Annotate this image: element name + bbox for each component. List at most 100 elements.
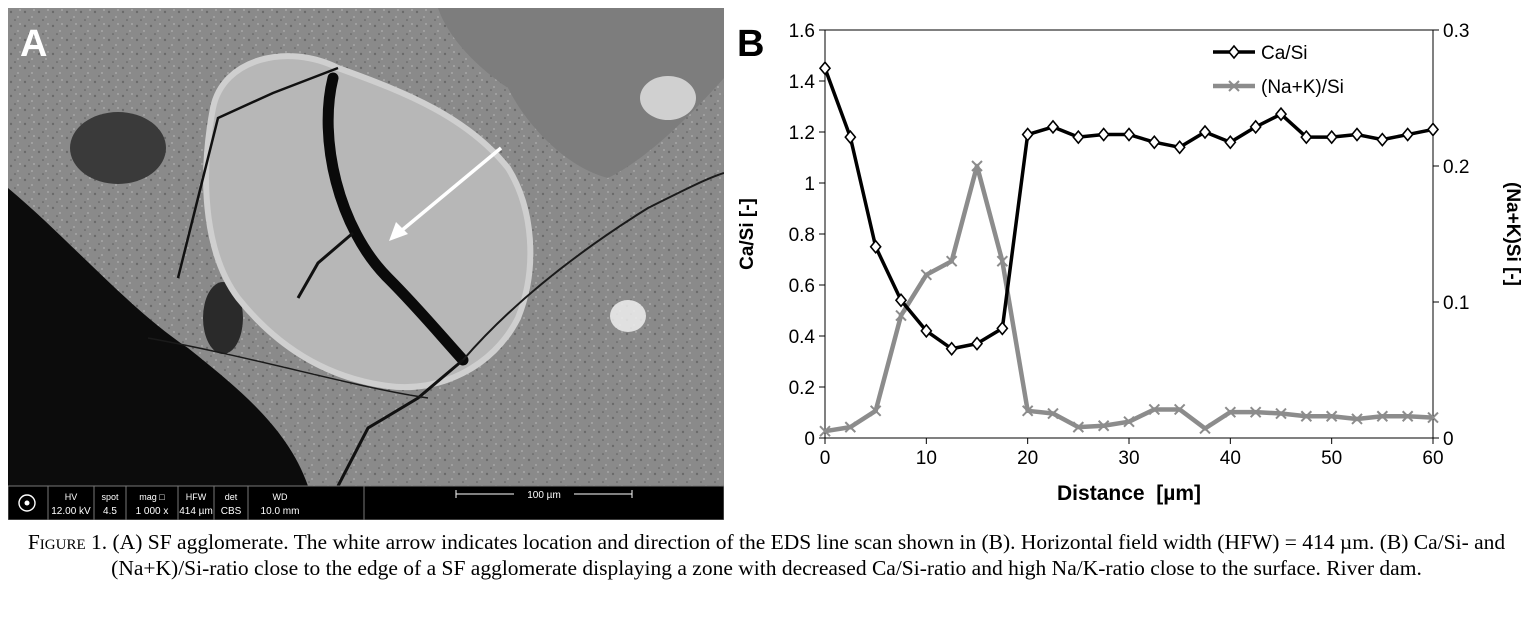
figure-label: Figure 1. bbox=[27, 530, 108, 554]
x-tick-label: 10 bbox=[916, 448, 937, 469]
data-point bbox=[1097, 127, 1110, 142]
panel-b-label: B bbox=[737, 23, 764, 65]
data-point bbox=[1275, 407, 1287, 420]
data-point bbox=[894, 293, 908, 308]
data-point bbox=[1021, 405, 1034, 417]
databar-field-value: 10.0 mm bbox=[261, 506, 300, 517]
data-point bbox=[1300, 129, 1313, 145]
x-tick-label: 30 bbox=[1118, 448, 1139, 469]
data-point bbox=[1072, 421, 1085, 433]
databar-field-name: HV bbox=[65, 492, 78, 502]
databar-field-value: 12.00 kV bbox=[51, 506, 91, 517]
y-tick-label: 0.2 bbox=[789, 378, 815, 399]
y-tick-label: 0.4 bbox=[789, 327, 816, 348]
y2-tick-label: 0.2 bbox=[1443, 157, 1469, 178]
y-tick-label: 0.6 bbox=[789, 276, 815, 297]
data-point bbox=[996, 255, 1009, 267]
data-point bbox=[1401, 410, 1414, 422]
data-point bbox=[920, 323, 933, 339]
data-point bbox=[895, 309, 907, 322]
series-line bbox=[823, 67, 1434, 351]
data-point bbox=[869, 405, 882, 417]
databar-field-value: 414 µm bbox=[179, 506, 213, 517]
databar-field-value: 4.5 bbox=[103, 506, 117, 517]
databar-field-name: det bbox=[225, 492, 238, 502]
legend-marker bbox=[1228, 80, 1240, 92]
data-point bbox=[819, 425, 831, 437]
data-point bbox=[945, 341, 958, 356]
x-tick-label: 40 bbox=[1220, 448, 1241, 469]
databar-field-name: mag □ bbox=[139, 492, 165, 502]
crack bbox=[296, 231, 354, 299]
legend-label: (Na+K)/Si bbox=[1261, 77, 1344, 98]
series-nak-si bbox=[819, 160, 1439, 437]
data-point bbox=[1148, 134, 1161, 150]
data-point bbox=[1350, 127, 1364, 142]
data-point bbox=[1072, 129, 1085, 145]
data-point bbox=[1021, 127, 1034, 142]
data-point bbox=[1199, 422, 1211, 435]
data-point bbox=[1300, 410, 1313, 422]
y-tick-label: 1.6 bbox=[789, 21, 815, 42]
sem-micrograph-panel: A HV 12.00 kV spot 4.5 mag □ 1 000 x HFW 414 µm… bbox=[8, 8, 724, 520]
databar-field-value: CBS bbox=[221, 506, 242, 517]
data-point bbox=[1047, 407, 1059, 420]
y-axis-title-right: (Na+K)Si [-] bbox=[1502, 182, 1523, 286]
legend-label: Ca/Si bbox=[1261, 43, 1307, 64]
data-point bbox=[1426, 122, 1440, 137]
data-point bbox=[945, 255, 958, 267]
line-scan-chart: B 0 10 20 30 40 50 60 0 0.2 0.4 0.6 0.8 1 1.2 1.4 1.6 0 0… bbox=[735, 8, 1525, 518]
data-point bbox=[869, 239, 882, 254]
y-tick-label: 1.2 bbox=[789, 123, 815, 144]
x-tick-label: 0 bbox=[820, 448, 831, 469]
data-point bbox=[920, 269, 933, 281]
crack bbox=[336, 358, 464, 487]
crack bbox=[462, 172, 724, 361]
databar-field-name: WD bbox=[273, 492, 288, 502]
data-point bbox=[1249, 406, 1262, 418]
series-line bbox=[824, 163, 1434, 434]
data-point bbox=[1224, 134, 1237, 150]
data-point bbox=[1173, 140, 1186, 155]
data-point bbox=[1325, 129, 1338, 145]
data-point bbox=[1401, 127, 1414, 142]
y-tick-label: 1.4 bbox=[789, 72, 816, 93]
data-point bbox=[1249, 119, 1262, 135]
pore-region bbox=[438, 8, 724, 178]
data-point bbox=[844, 129, 857, 145]
data-point bbox=[818, 61, 832, 76]
x-tick-label: 20 bbox=[1017, 448, 1038, 469]
series-ca-si bbox=[818, 61, 1440, 356]
y2-tick-label: 0.1 bbox=[1443, 293, 1469, 314]
x-tick-label: 60 bbox=[1422, 448, 1443, 469]
data-point bbox=[1224, 406, 1237, 418]
y-axis-title-left: Ca/Si [-] bbox=[737, 198, 758, 270]
dark-aggregate bbox=[8, 188, 308, 486]
data-point bbox=[1148, 403, 1161, 416]
crack bbox=[147, 337, 429, 399]
data-point bbox=[1376, 410, 1389, 422]
data-point bbox=[1198, 124, 1212, 140]
data-point bbox=[1046, 119, 1060, 135]
data-point bbox=[1351, 413, 1363, 425]
panel-a-label: A bbox=[20, 23, 47, 65]
crack bbox=[176, 66, 339, 279]
data-point bbox=[1325, 410, 1338, 422]
data-point bbox=[1123, 415, 1135, 428]
x-tick-label: 50 bbox=[1321, 448, 1342, 469]
data-point bbox=[1274, 106, 1288, 122]
caption-text: (A) SF agglomerate. The white arrow indi… bbox=[107, 530, 1506, 580]
eds-scan-arrow bbox=[389, 146, 503, 241]
legend-marker bbox=[1227, 44, 1241, 60]
sem-databar: HV 12.00 kV spot 4.5 mag □ 1 000 x HFW 414 µm de… bbox=[8, 485, 724, 520]
y-tick-label: 0 bbox=[804, 429, 815, 450]
figure-caption: Figure 1. (A) SF agglomerate. The white … bbox=[10, 529, 1523, 581]
y-tick-label: 1 bbox=[804, 174, 815, 195]
data-point bbox=[1122, 127, 1136, 142]
data-point bbox=[1427, 411, 1439, 424]
y2-tick-label: 0 bbox=[1443, 429, 1454, 450]
data-point bbox=[1097, 420, 1110, 432]
y2-tick-label: 0.3 bbox=[1443, 21, 1469, 42]
legend: Ca/Si (Na+K)/Si bbox=[1213, 43, 1344, 98]
data-point bbox=[844, 421, 857, 433]
